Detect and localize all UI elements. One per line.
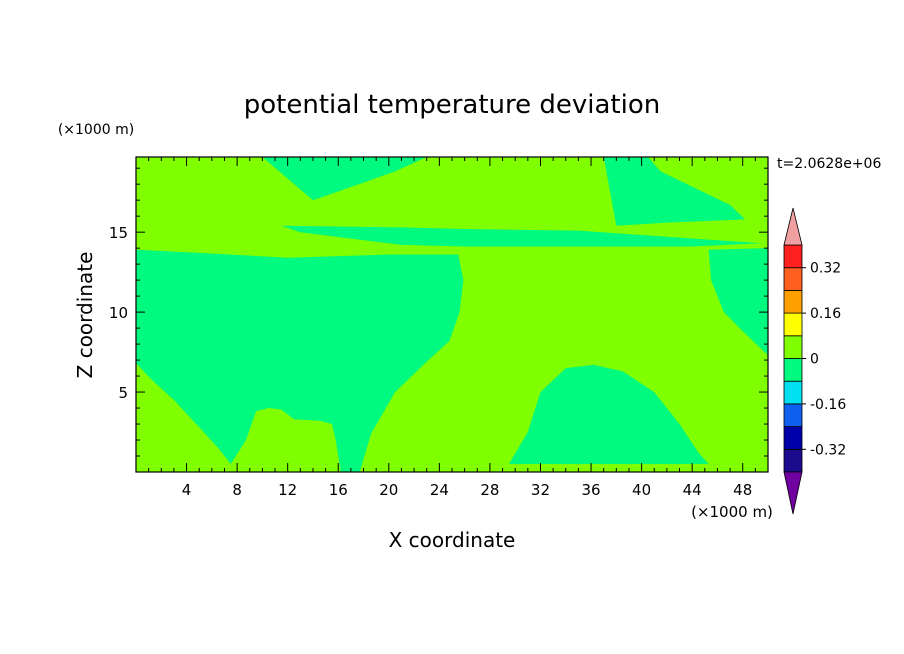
colorbar-label: 0 [810, 352, 819, 368]
time-label: t=2.0628e+06 [777, 156, 881, 172]
x-tick-label: 36 [581, 481, 600, 499]
y-axis: 5 10 15 [109, 167, 768, 457]
colorbar-over-arrow [783, 207, 803, 246]
colorbar-bin [783, 244, 803, 269]
y-tick-label: 5 [118, 384, 128, 402]
colorbar-label: -0.32 [810, 442, 846, 458]
contour-region-upper-right-band [603, 157, 746, 226]
colorbar-bin [783, 358, 803, 382]
x-tick-label: 24 [430, 481, 449, 499]
colorbar-under-arrow [783, 471, 803, 515]
colorbar-bin [783, 380, 803, 405]
plot-area [135, 156, 769, 473]
colorbar-bin [783, 448, 803, 473]
x-axis: 4 8 12 16 20 24 28 32 36 40 44 48 [148, 157, 756, 499]
x-axis-label: X coordinate [389, 528, 516, 552]
chart-title: potential temperature deviation [244, 90, 660, 120]
colorbar-bin [783, 312, 803, 337]
colorbar-bin [783, 335, 803, 359]
colorbar-bin [783, 426, 803, 450]
x-tick-label: 4 [182, 481, 192, 499]
contour-region-left-cold-pool [136, 249, 464, 472]
colorbar-label: 0.16 [810, 306, 841, 322]
y-tick-label: 15 [109, 224, 128, 242]
x-unit-label: (×1000 m) [691, 503, 773, 521]
x-tick-label: 20 [379, 481, 398, 499]
x-tick-label: 32 [531, 481, 550, 499]
x-tick-label: 8 [232, 481, 242, 499]
contour-region-right-upper-lobe [708, 248, 768, 356]
contour-region-top-plume [262, 157, 427, 201]
colorbar-bin [783, 267, 803, 291]
colorbar-bin [783, 289, 803, 314]
colorbar-bin [783, 403, 803, 427]
x-tick-label: 28 [480, 481, 499, 499]
colorbar-label: 0.32 [810, 261, 841, 277]
contour-region-right-surface-dome [508, 364, 709, 464]
x-tick-label: 44 [683, 481, 702, 499]
x-tick-label: 16 [329, 481, 348, 499]
x-tick-label: 48 [733, 481, 752, 499]
y-unit-label: (×1000 m) [58, 122, 134, 138]
colorbar: 0.32 0.16 0 -0.16 -0.32 [783, 207, 846, 515]
y-axis-label: Z coordinate [73, 252, 97, 379]
colorbar-label: -0.16 [810, 397, 846, 413]
x-tick-label: 40 [632, 481, 651, 499]
x-tick-label: 12 [278, 481, 297, 499]
y-tick-label: 10 [109, 304, 128, 322]
contour-region-tropopause-band [281, 225, 762, 247]
